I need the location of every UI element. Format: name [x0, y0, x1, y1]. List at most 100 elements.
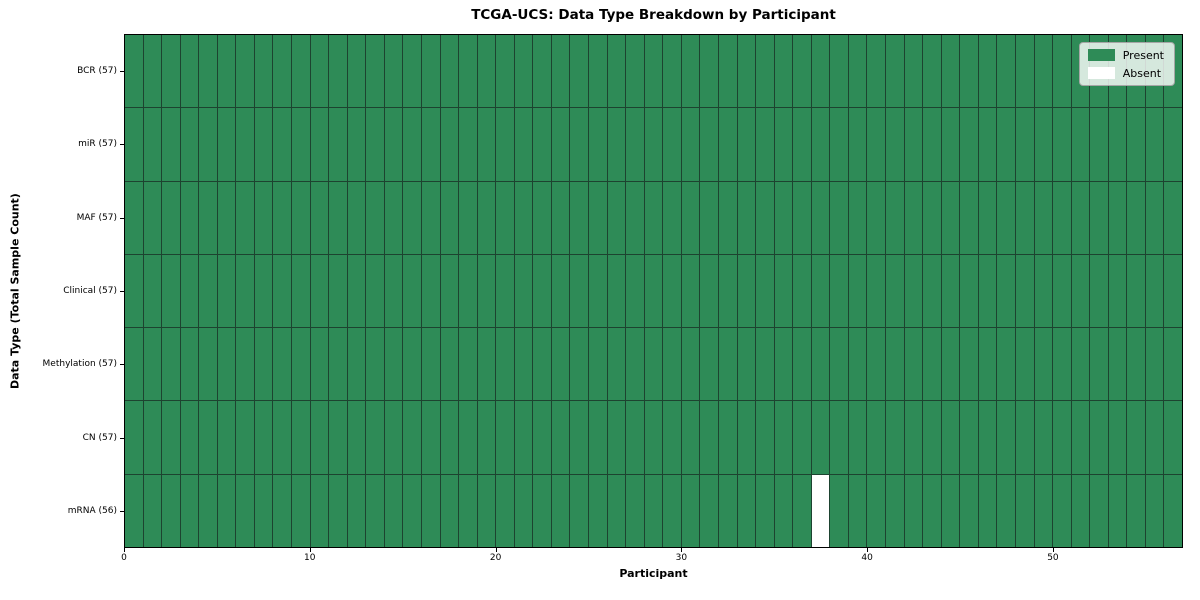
y-tick-label: BCR (57) — [77, 65, 117, 76]
heatmap-cell — [997, 35, 1015, 108]
heatmap-cell — [199, 181, 217, 254]
heatmap-cell — [514, 328, 533, 401]
heatmap-cell — [310, 181, 329, 254]
heatmap-cell — [1164, 401, 1182, 474]
heatmap-cell — [1053, 35, 1071, 108]
heatmap-cell — [180, 35, 199, 108]
heatmap-cell — [626, 401, 644, 474]
legend-swatch-present — [1087, 49, 1115, 61]
heatmap-cell — [867, 401, 886, 474]
heatmap-cell — [830, 328, 848, 401]
heatmap-cell — [273, 474, 292, 547]
heatmap-cell — [551, 108, 570, 181]
heatmap-cell — [1164, 328, 1182, 401]
heatmap-cell — [589, 474, 607, 547]
heatmap-cell — [254, 474, 273, 547]
heatmap-cell — [681, 35, 700, 108]
heatmap-cell — [217, 35, 236, 108]
heatmap-cell — [718, 108, 737, 181]
x-tick-mark — [495, 548, 497, 552]
heatmap-cell — [310, 108, 329, 181]
heatmap-cell — [830, 181, 848, 254]
heatmap-cell — [162, 181, 180, 254]
heatmap-cell — [347, 401, 366, 474]
heatmap-cell — [1053, 181, 1071, 254]
heatmap-cell — [477, 401, 496, 474]
heatmap-cell — [941, 474, 960, 547]
heatmap-cell — [162, 254, 180, 328]
y-tick-label: MAF (57) — [76, 212, 117, 223]
heatmap-cell — [848, 328, 867, 401]
x-tick-mark — [681, 548, 683, 552]
heatmap-cell — [440, 474, 459, 547]
heatmap-cell — [292, 401, 310, 474]
heatmap-cell — [125, 254, 143, 328]
heatmap-cell — [514, 181, 533, 254]
heatmap-cell — [626, 474, 644, 547]
heatmap-cell — [941, 181, 960, 254]
heatmap-cell — [292, 181, 310, 254]
heatmap-cell — [551, 401, 570, 474]
legend-item: Absent — [1087, 67, 1164, 79]
heatmap-cell — [848, 474, 867, 547]
heatmap-cell — [626, 181, 644, 254]
heatmap-cell — [180, 181, 199, 254]
heatmap-cell — [125, 401, 143, 474]
heatmap-cell — [496, 401, 514, 474]
heatmap-cell — [180, 328, 199, 401]
heatmap-cell — [310, 254, 329, 328]
heatmap-cell — [904, 254, 923, 328]
heatmap-cell — [756, 108, 774, 181]
heatmap-cell — [551, 35, 570, 108]
heatmap-cell — [199, 108, 217, 181]
heatmap-cell — [1164, 474, 1182, 547]
heatmap-cell — [1015, 35, 1034, 108]
heatmap-cell — [793, 35, 811, 108]
heatmap-cell — [830, 108, 848, 181]
heatmap-cell — [978, 35, 997, 108]
legend-item: Present — [1087, 49, 1164, 61]
heatmap-cell — [886, 181, 904, 254]
heatmap-cell — [663, 474, 681, 547]
heatmap-cell — [886, 474, 904, 547]
heatmap-cell — [1145, 474, 1164, 547]
heatmap-cell — [607, 181, 626, 254]
heatmap-cell — [867, 328, 886, 401]
heatmap-cell — [310, 35, 329, 108]
heatmap-cell — [217, 328, 236, 401]
heatmap-cell — [700, 254, 718, 328]
heatmap-cell — [1145, 401, 1164, 474]
heatmap-cell — [700, 328, 718, 401]
heatmap-cell — [366, 401, 384, 474]
y-tick-mark — [120, 217, 124, 219]
heatmap-cell — [589, 35, 607, 108]
heatmap-cell — [533, 181, 551, 254]
heatmap-cell — [589, 254, 607, 328]
heatmap-cell — [162, 35, 180, 108]
heatmap-cell — [440, 254, 459, 328]
heatmap-cell — [329, 181, 347, 254]
heatmap-cell — [923, 35, 941, 108]
heatmap-cell — [496, 254, 514, 328]
heatmap-cell — [626, 254, 644, 328]
heatmap-cell — [551, 328, 570, 401]
heatmap-cell — [848, 35, 867, 108]
heatmap-cell — [180, 474, 199, 547]
heatmap-cell — [236, 35, 254, 108]
heatmap-cell — [477, 328, 496, 401]
heatmap-cell — [1108, 254, 1127, 328]
heatmap-cell — [737, 474, 756, 547]
heatmap-cell — [904, 35, 923, 108]
heatmap-cell — [644, 108, 663, 181]
heatmap-cell — [143, 181, 162, 254]
heatmap-cell — [329, 474, 347, 547]
heatmap-cell — [978, 254, 997, 328]
heatmap-cell — [459, 328, 477, 401]
heatmap-cell — [811, 328, 830, 401]
heatmap-cell — [533, 35, 551, 108]
heatmap-cell — [570, 328, 589, 401]
heatmap-cell — [904, 474, 923, 547]
heatmap-cell — [403, 35, 421, 108]
heatmap-cell — [199, 35, 217, 108]
